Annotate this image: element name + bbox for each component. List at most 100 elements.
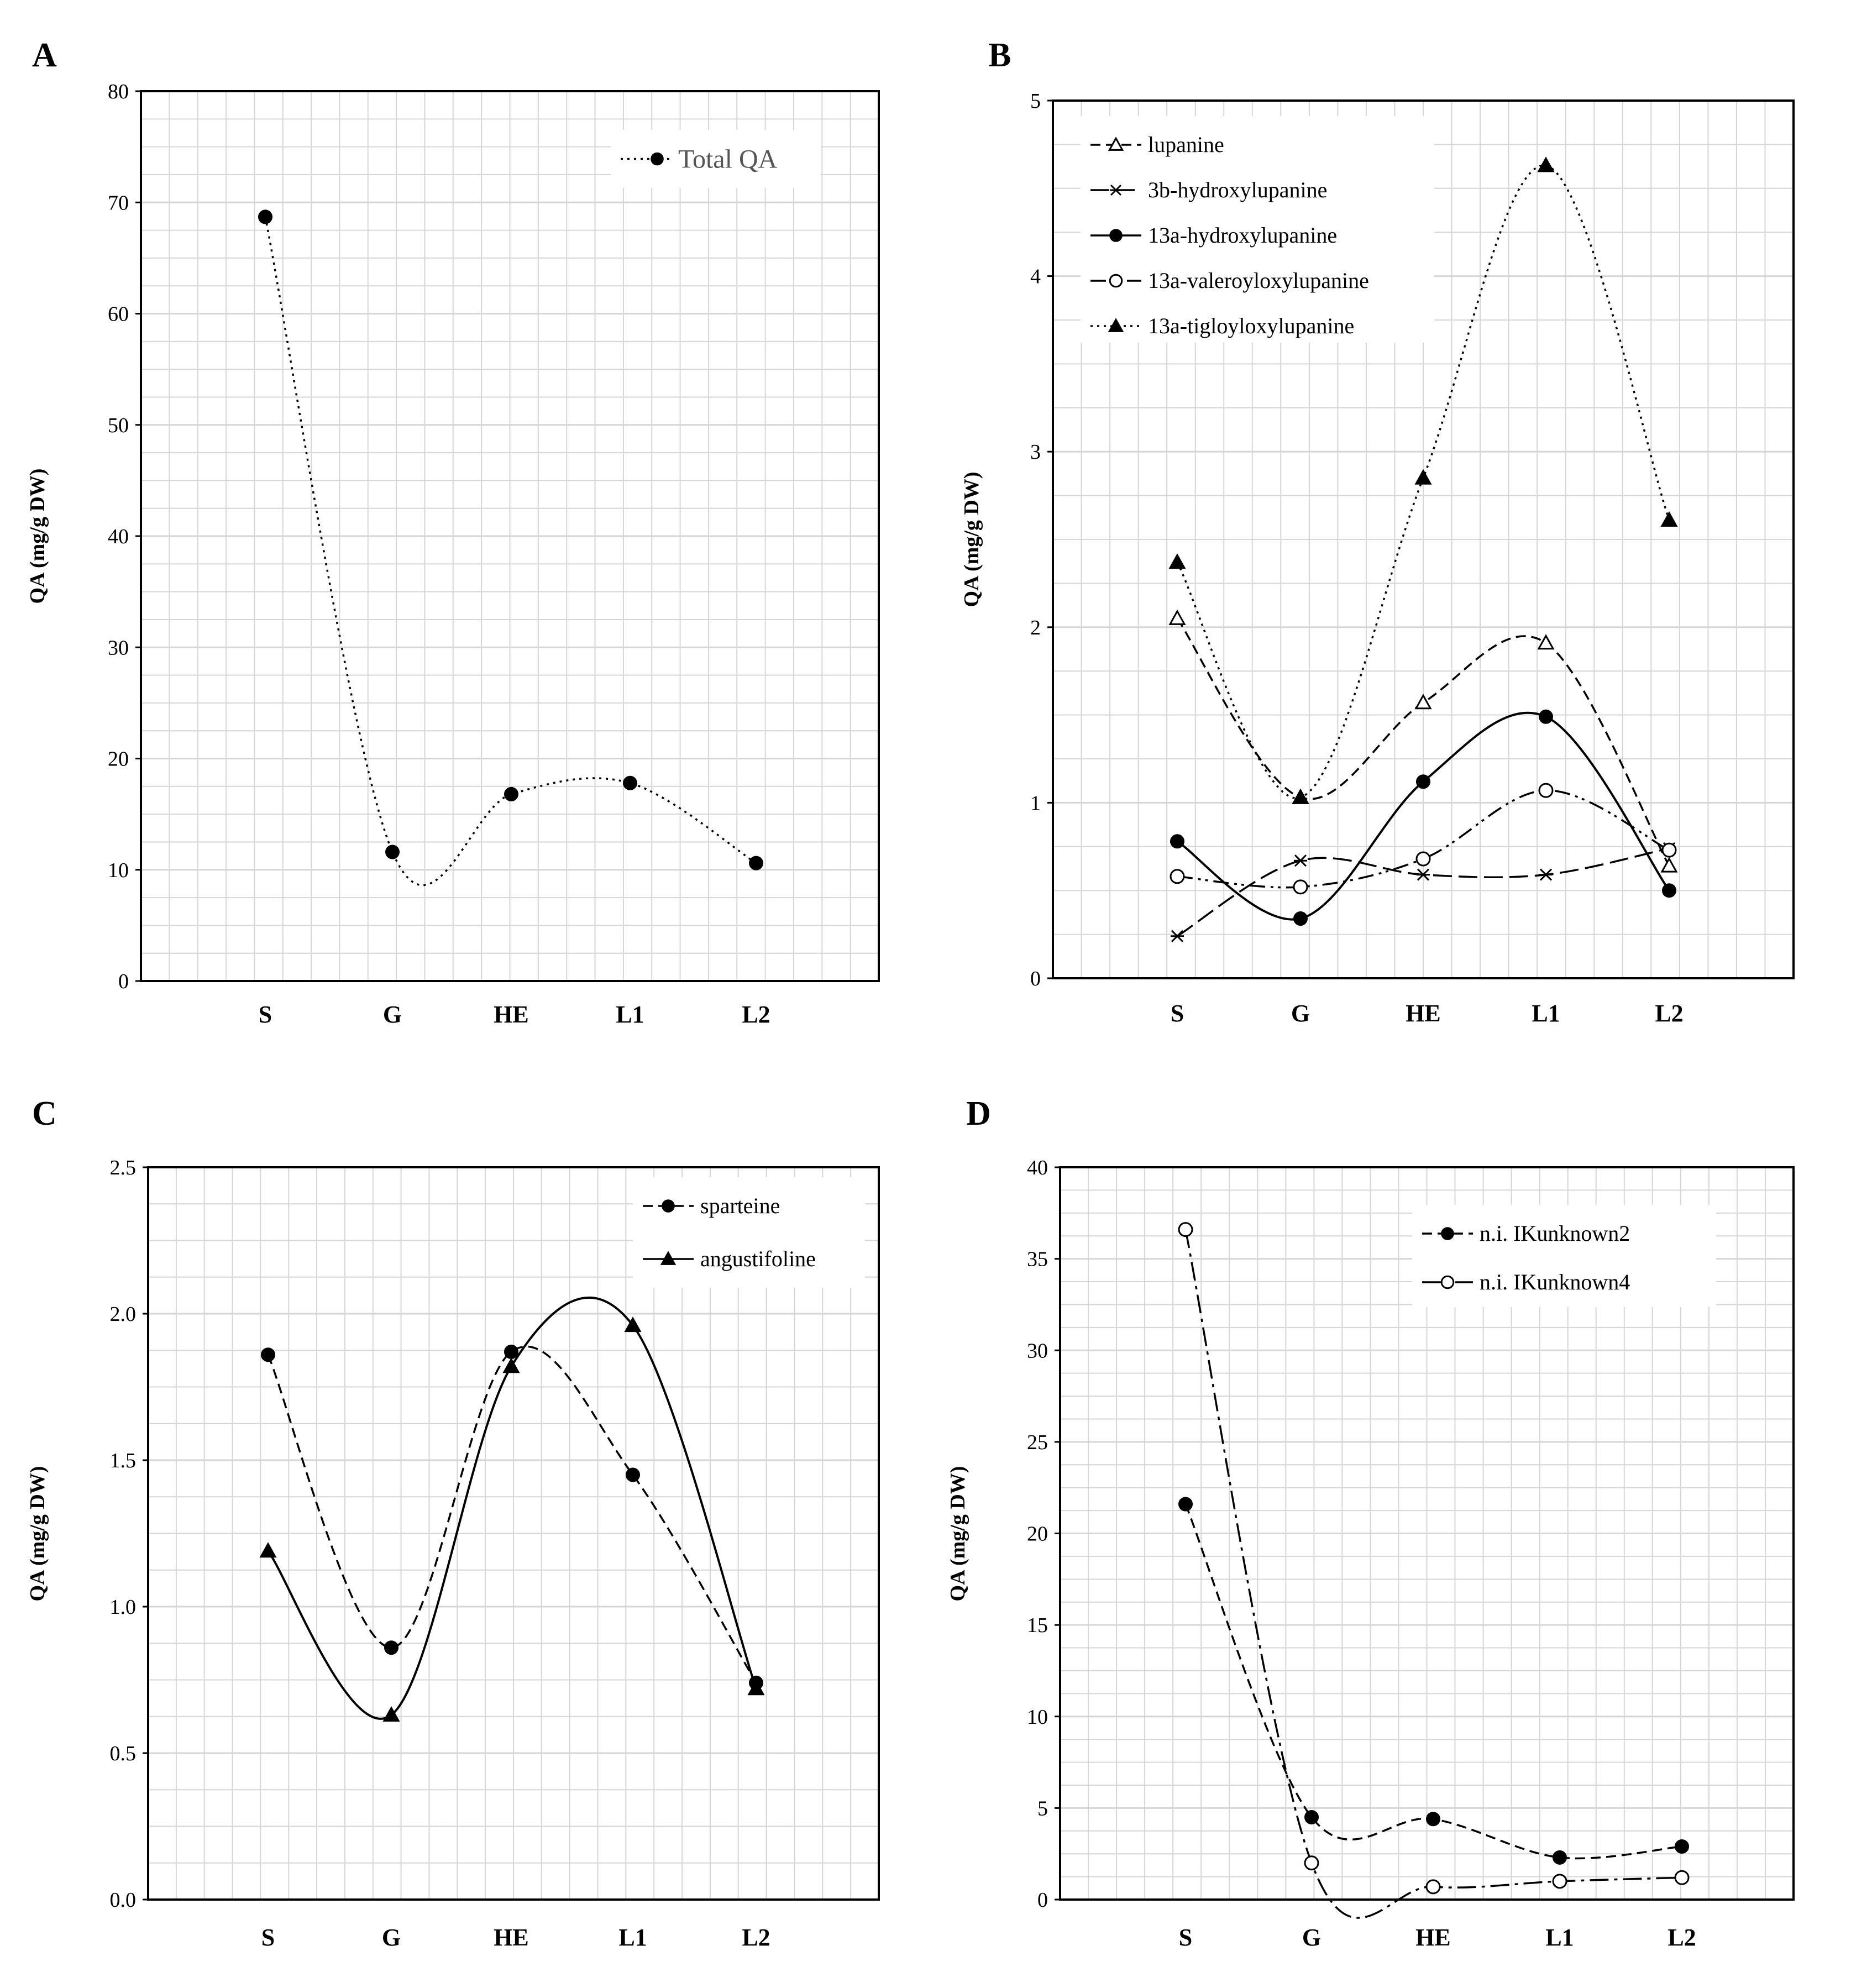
series-angustifoline (259, 1296, 765, 1722)
y-tick-label: 20 (1027, 1523, 1048, 1546)
series-13a-hydroxylupanine (1170, 709, 1676, 926)
data-point (747, 1680, 765, 1696)
legend-marker (1108, 137, 1124, 151)
legend-marker (1108, 318, 1124, 332)
y-tick-label: 50 (108, 414, 129, 437)
data-point (502, 1357, 520, 1373)
legend-marker (1110, 184, 1122, 196)
data-point (1293, 879, 1308, 895)
x-category-label: L2 (742, 1924, 770, 1951)
x-category-label: L1 (616, 1001, 644, 1028)
data-point (624, 1316, 642, 1333)
gridlines (148, 1167, 879, 1900)
series-n-i-ikunknown4 (1178, 1222, 1690, 1919)
data-point (749, 856, 763, 870)
y-tick-label: 0 (118, 970, 129, 993)
data-point (1417, 868, 1430, 881)
data-point (1661, 842, 1677, 858)
data-point (1168, 609, 1186, 625)
x-category-label: L1 (618, 1924, 647, 1951)
y-tick-label: 0.5 (110, 1742, 137, 1765)
panel-letter: D (966, 1095, 991, 1132)
plot-frame (1052, 99, 1795, 979)
data-point (1538, 783, 1554, 798)
y-tick-label: 4 (1030, 265, 1041, 289)
data-point (1304, 1855, 1319, 1871)
legend-label: 3b-hydroxylupanine (1148, 177, 1327, 202)
legend-box (1412, 1205, 1716, 1307)
y-tick-label: 5 (1030, 90, 1041, 113)
data-point (1660, 857, 1678, 873)
legend-label: 13a-tigloyloxylupanine (1148, 313, 1354, 338)
data-point (384, 1640, 398, 1655)
x-category-label: L1 (1532, 1000, 1560, 1027)
data-point (1171, 930, 1184, 942)
y-tick-label: 2 (1030, 616, 1041, 639)
x-category-label: HE (494, 1001, 529, 1028)
x-category-label: G (383, 1001, 402, 1028)
legend-marker (651, 152, 664, 166)
data-point (1414, 694, 1432, 710)
data-point (1415, 851, 1431, 867)
data-point (623, 775, 637, 790)
y-tick-label: 0 (1030, 967, 1041, 990)
legend-box (633, 1177, 865, 1288)
x-category-label: G (1291, 1000, 1310, 1027)
legend: Total QA (611, 130, 821, 188)
chart-panel-a: A 0 10 20 30 40 50 60 70 80 S G HE L1 L2 QA (mg/g DW) To… (26, 36, 880, 1028)
x-category-label: HE (1415, 1924, 1451, 1951)
x-category-label: G (382, 1924, 401, 1951)
x-category-label: L2 (1668, 1924, 1696, 1951)
y-axis-title: QA (mg/g DW) (26, 1466, 49, 1602)
legend: lupanine 3b-hydroxylupanine 13a-hydroxylup… (1081, 116, 1434, 343)
y-tick-label: 10 (108, 859, 129, 882)
panel-letter: C (32, 1095, 57, 1132)
data-point (1178, 1222, 1193, 1237)
legend-label: n.i. IKunknown4 (1480, 1270, 1630, 1294)
y-tick-label: 35 (1027, 1248, 1048, 1271)
chart-panel-d: D 0 5 10 15 20 25 30 35 40 S G HE L1 L2 QA (mg/g DW) n.i… (946, 1095, 1795, 1951)
y-axis-title: QA (mg/g DW) (946, 1466, 969, 1602)
y-tick-label: 15 (1027, 1614, 1048, 1637)
y-tick-label: 3 (1030, 440, 1041, 464)
data-point (1539, 709, 1553, 724)
data-point (1414, 469, 1432, 485)
y-tick-label: 40 (1027, 1156, 1048, 1179)
data-point (1675, 1839, 1689, 1854)
series-13a-valeroyloxylupanine (1170, 783, 1677, 895)
legend-label: sparteine (700, 1193, 780, 1218)
x-category-label: G (1302, 1924, 1321, 1951)
x-category-label: HE (494, 1924, 529, 1951)
legend-label: lupanine (1148, 132, 1224, 157)
x-category-label: L2 (1655, 1000, 1683, 1027)
data-point (504, 1344, 518, 1359)
legend-label: angustifoline (700, 1246, 816, 1271)
y-tick-label: 1.0 (110, 1596, 137, 1619)
data-point (1552, 1874, 1567, 1889)
data-point (1662, 883, 1676, 898)
y-tick-label: 70 (108, 191, 129, 214)
data-point (1426, 1812, 1440, 1827)
data-point (1539, 868, 1553, 881)
series-3b-hydroxylupanine (1171, 842, 1676, 942)
legend-marker (1109, 229, 1123, 242)
legend-box (1081, 116, 1434, 343)
y-tick-label: 5 (1037, 1797, 1048, 1820)
data-point (1304, 1809, 1319, 1824)
legend: sparteine angustifoline (633, 1177, 865, 1288)
y-axis-title: QA (mg/g DW) (960, 472, 983, 607)
y-tick-label: 2.0 (110, 1303, 137, 1326)
data-point (1660, 511, 1678, 527)
y-tick-label: 0 (1037, 1889, 1048, 1912)
y-tick-label: 2.5 (110, 1156, 137, 1179)
gridlines (141, 91, 879, 981)
legend-box (611, 130, 821, 188)
chart-panel-c: C 0.0 0.5 1.0 1.5 2.0 2.5 S G HE L1 L2 QA (mg/g DW) s… (26, 1095, 880, 1951)
series-line (1177, 789, 1670, 889)
data-point (1292, 788, 1309, 804)
data-point (1416, 774, 1430, 789)
y-tick-label: 40 (108, 525, 129, 548)
data-point (1293, 911, 1308, 926)
x-category-label: S (261, 1924, 275, 1951)
chart-panel-b: B 0 1 2 3 4 5 S G HE L1 L2 QA (mg/g DW) lupanine 3b-hy… (960, 36, 1795, 1027)
